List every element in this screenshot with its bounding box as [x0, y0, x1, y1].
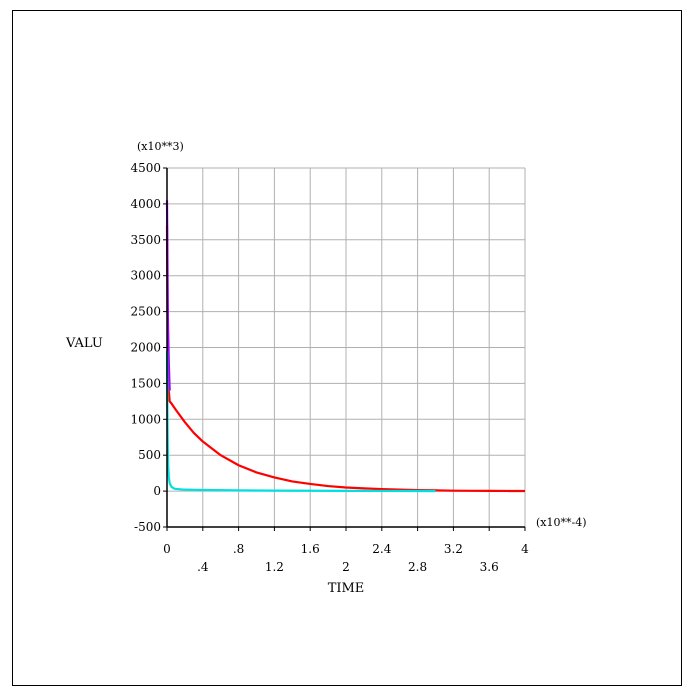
axes-layer — [163, 167, 526, 531]
x-tick-label-upper: 3.2 — [444, 542, 463, 556]
grid-layer — [166, 167, 526, 528]
x-tick-label-upper: .8 — [233, 542, 244, 556]
x-multiplier-label: (x10**-4) — [536, 516, 587, 529]
x-tick-label-lower: .4 — [197, 560, 209, 574]
x-tick-label-upper: 0 — [163, 542, 171, 556]
x-tick-label-lower: 1.2 — [265, 560, 284, 574]
x-tick-label-upper: 2.4 — [372, 542, 391, 556]
y-tick-label: 3000 — [130, 269, 161, 283]
x-tick-label-lower: 3.6 — [480, 560, 499, 574]
x-tick-label-upper: 4 — [521, 542, 529, 556]
labels-layer: (x10**3) (x10**-4) VALU TIME 45004000350… — [65, 140, 587, 596]
y-tick-label: 500 — [138, 448, 161, 462]
series-line-3 — [165, 351, 436, 493]
y-tick-label: -500 — [134, 520, 161, 534]
y-tick-label: 0 — [153, 484, 161, 498]
y-tick-label: 1500 — [130, 376, 161, 390]
y-tick-label: 4500 — [130, 161, 161, 175]
x-tick-label-upper: 1.6 — [301, 542, 320, 556]
x-axis-label: TIME — [328, 581, 365, 596]
x-tick-label-lower: 2 — [342, 560, 350, 574]
y-multiplier-label: (x10**3) — [137, 140, 184, 153]
y-tick-label: 2500 — [130, 305, 161, 319]
series-line-1 — [165, 225, 526, 493]
x-tick-label-lower: 2.8 — [408, 560, 427, 574]
y-tick-label: 3500 — [130, 233, 161, 247]
y-tick-label: 4000 — [130, 197, 161, 211]
y-axis-label: VALU — [65, 336, 103, 351]
y-tick-label: 1000 — [130, 412, 161, 426]
y-tick-label: 2000 — [130, 341, 161, 355]
